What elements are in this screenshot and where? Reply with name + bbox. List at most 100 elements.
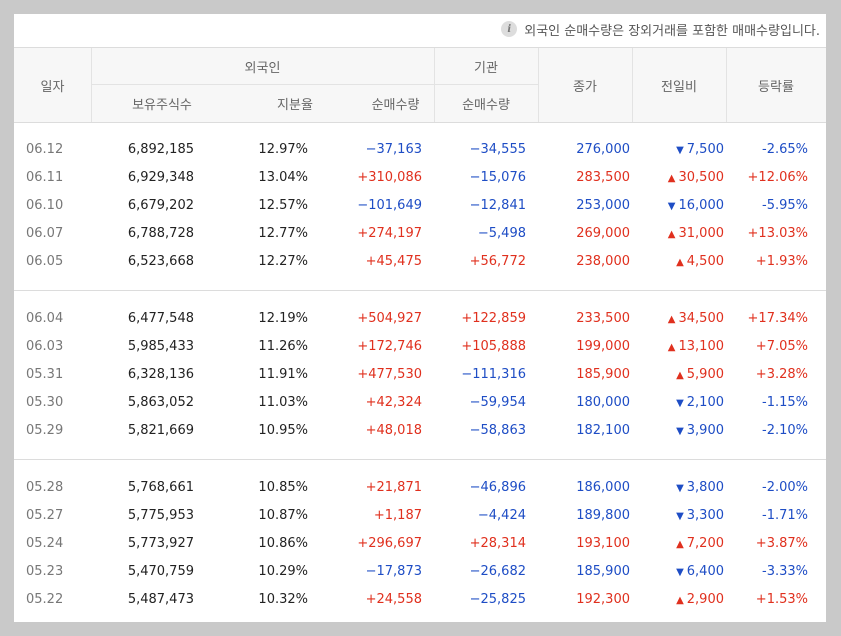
foreign-net-cell: +21,871 bbox=[365, 480, 422, 495]
notice: i 외국인 순매수량은 장외거래를 포함한 매매수량입니다. bbox=[501, 18, 820, 40]
triangle-down-icon: ▼ bbox=[676, 426, 684, 437]
change-value: 13,100 bbox=[678, 339, 725, 354]
triangle-down-icon: ▼ bbox=[676, 483, 684, 494]
inst-net-cell: −25,825 bbox=[469, 592, 526, 607]
change-cell: ▼ 3,300 bbox=[676, 502, 724, 530]
rate-cell: +17.34% bbox=[747, 311, 808, 326]
date-cell: 06.05 bbox=[26, 254, 64, 269]
close-cell: 189,800 bbox=[576, 508, 630, 523]
change-cell: ▼ 6,400 bbox=[676, 558, 724, 586]
foreign-net-cell: +42,324 bbox=[365, 395, 422, 410]
holdings-cell: 6,679,202 bbox=[127, 198, 194, 213]
date-cell: 05.30 bbox=[26, 395, 64, 410]
date-cell: 05.22 bbox=[26, 592, 64, 607]
inst-net-cell: −111,316 bbox=[461, 367, 526, 382]
triangle-up-icon: ▲ bbox=[667, 342, 676, 353]
header-institution: 기관 bbox=[474, 60, 498, 76]
rate-cell: -5.95% bbox=[762, 198, 808, 213]
close-cell: 269,000 bbox=[576, 226, 630, 241]
close-cell: 276,000 bbox=[576, 142, 630, 157]
table-header: 일자 외국인 기관 보유주식수 지분율 순매수량 순매수량 종가 전일비 등락률 bbox=[14, 47, 826, 123]
ratio-cell: 12.97% bbox=[258, 142, 308, 157]
date-cell: 05.31 bbox=[26, 367, 64, 382]
date-cell: 06.12 bbox=[26, 142, 64, 157]
holdings-cell: 6,892,185 bbox=[127, 142, 194, 157]
table-row: 06.07 6,788,728 12.77% +274,197 −5,498 269,00… bbox=[14, 220, 826, 248]
date-cell: 06.03 bbox=[26, 339, 64, 354]
change-value: 7,500 bbox=[686, 142, 724, 157]
ratio-cell: 13.04% bbox=[258, 170, 308, 185]
ratio-cell: 11.91% bbox=[258, 367, 308, 382]
foreign-net-cell: +1,187 bbox=[373, 508, 422, 523]
foreign-net-cell: +477,530 bbox=[357, 367, 422, 382]
foreign-net-cell: +45,475 bbox=[365, 254, 422, 269]
inst-net-cell: +28,314 bbox=[469, 536, 526, 551]
rate-cell: -2.65% bbox=[762, 142, 808, 157]
change-cell: ▼ 16,000 bbox=[668, 192, 724, 220]
triangle-up-icon: ▲ bbox=[676, 539, 684, 550]
inst-net-cell: −46,896 bbox=[469, 480, 526, 495]
holdings-cell: 5,773,927 bbox=[127, 536, 194, 551]
holdings-cell: 6,477,548 bbox=[127, 311, 194, 326]
foreign-net-cell: −17,873 bbox=[365, 564, 422, 579]
inst-net-cell: −59,954 bbox=[469, 395, 526, 410]
close-cell: 186,000 bbox=[576, 480, 630, 495]
change-cell: ▲ 7,200 bbox=[676, 530, 724, 558]
ratio-cell: 10.29% bbox=[258, 564, 308, 579]
date-cell: 05.27 bbox=[26, 508, 64, 523]
change-cell: ▲ 4,500 bbox=[676, 248, 724, 276]
change-value: 34,500 bbox=[678, 311, 725, 326]
ratio-cell: 10.87% bbox=[258, 508, 308, 523]
holdings-cell: 6,788,728 bbox=[127, 226, 194, 241]
rate-cell: -1.71% bbox=[762, 508, 808, 523]
triangle-down-icon: ▼ bbox=[676, 145, 684, 156]
ratio-cell: 12.19% bbox=[258, 311, 308, 326]
inst-net-cell: −5,498 bbox=[477, 226, 526, 241]
holdings-cell: 5,768,661 bbox=[127, 480, 194, 495]
change-cell: ▼ 7,500 bbox=[676, 136, 724, 164]
holdings-cell: 6,328,136 bbox=[127, 367, 194, 382]
ratio-cell: 12.77% bbox=[258, 226, 308, 241]
inst-net-cell: −12,841 bbox=[469, 198, 526, 213]
holdings-cell: 5,821,669 bbox=[127, 423, 194, 438]
close-cell: 180,000 bbox=[576, 395, 630, 410]
triangle-up-icon: ▲ bbox=[667, 173, 676, 184]
change-value: 2,900 bbox=[686, 592, 724, 607]
foreign-net-cell: −37,163 bbox=[365, 142, 422, 157]
header-rate: 등락률 bbox=[758, 79, 794, 95]
notice-text: 외국인 순매수량은 장외거래를 포함한 매매수량입니다. bbox=[524, 23, 820, 39]
change-value: 3,800 bbox=[686, 480, 724, 495]
inst-net-cell: +122,859 bbox=[461, 311, 526, 326]
table-row: 05.27 5,775,953 10.87% +1,187 −4,424 189,800 ▼… bbox=[14, 502, 826, 530]
close-cell: 253,000 bbox=[576, 198, 630, 213]
rate-cell: +12.06% bbox=[747, 170, 808, 185]
change-cell: ▲ 34,500 bbox=[668, 305, 724, 333]
table-row: 06.10 6,679,202 12.57% −101,649 −12,841 253,0… bbox=[14, 192, 826, 220]
triangle-up-icon: ▲ bbox=[676, 257, 684, 268]
foreign-net-cell: +172,746 bbox=[357, 339, 422, 354]
triangle-up-icon: ▲ bbox=[676, 370, 684, 381]
foreign-institution-trading-panel: i 외국인 순매수량은 장외거래를 포함한 매매수량입니다. 일자 외국인 기관… bbox=[14, 14, 826, 622]
triangle-down-icon: ▼ bbox=[676, 511, 684, 522]
info-icon[interactable]: i bbox=[501, 21, 518, 37]
close-cell: 233,500 bbox=[576, 311, 630, 326]
holdings-cell: 5,487,473 bbox=[127, 592, 194, 607]
header-foreign-net: 순매수량 bbox=[371, 98, 420, 113]
group-divider bbox=[14, 290, 826, 291]
change-value: 6,400 bbox=[686, 564, 724, 579]
group-divider bbox=[14, 459, 826, 460]
foreign-net-cell: +48,018 bbox=[365, 423, 422, 438]
header-foreign: 외국인 bbox=[244, 60, 281, 76]
ratio-cell: 11.03% bbox=[258, 395, 308, 410]
close-cell: 182,100 bbox=[576, 423, 630, 438]
foreign-net-cell: +296,697 bbox=[357, 536, 422, 551]
triangle-down-icon: ▼ bbox=[667, 201, 676, 212]
change-value: 31,000 bbox=[678, 226, 725, 241]
close-cell: 185,900 bbox=[576, 564, 630, 579]
inst-net-cell: +105,888 bbox=[461, 339, 526, 354]
change-cell: ▼ 3,900 bbox=[676, 417, 724, 445]
date-cell: 05.23 bbox=[26, 564, 64, 579]
header-holdings: 보유주식수 bbox=[132, 98, 192, 113]
foreign-net-cell: +310,086 bbox=[357, 170, 422, 185]
table-row: 05.30 5,863,052 11.03% +42,324 −59,954 180,00… bbox=[14, 389, 826, 417]
